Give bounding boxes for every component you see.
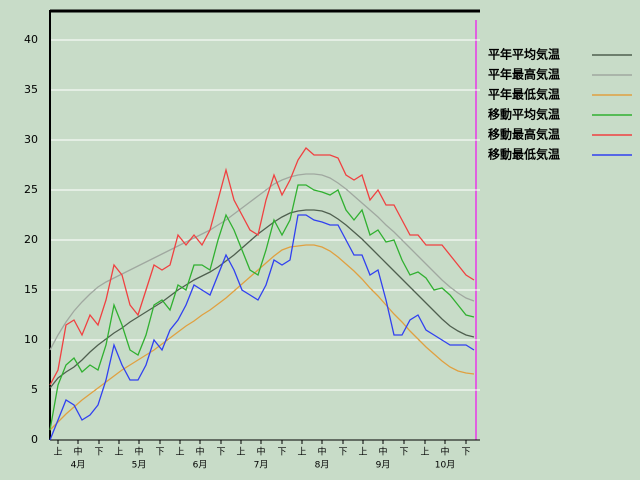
x-tick-label: 下 [94, 448, 103, 458]
x-tick-label: 中 [73, 446, 82, 458]
series-line [49, 184, 475, 431]
x-tick-label: 上 [114, 447, 123, 458]
x-tick-label: 中 [440, 446, 449, 458]
x-tick-label: 下 [461, 448, 470, 458]
x-tick-label: 上 [420, 447, 429, 458]
y-tick-label: 10 [24, 333, 38, 346]
month-label: 7月 [254, 460, 269, 471]
legend-label: 移動最低気温 [488, 147, 560, 162]
x-tick-label: 上 [236, 447, 245, 458]
x-tick-label: 上 [53, 447, 62, 458]
month-label: 4月 [71, 460, 86, 471]
series-line [49, 147, 475, 386]
month-label: 8月 [315, 460, 330, 471]
x-tick-label: 上 [175, 447, 184, 458]
y-tick-label: 20 [24, 233, 38, 246]
y-tick-label: 5 [31, 383, 38, 396]
x-tick-label: 上 [358, 447, 367, 458]
x-tick-label: 中 [317, 446, 326, 458]
y-tick-label: 25 [24, 183, 38, 196]
x-tick-label: 下 [277, 448, 286, 458]
month-label: 5月 [132, 460, 147, 471]
series-line [49, 244, 475, 431]
x-tick-label: 下 [155, 448, 164, 458]
x-tick-label: 下 [399, 448, 408, 458]
x-tick-label: 中 [256, 446, 265, 458]
month-label: 9月 [376, 460, 391, 471]
y-tick-label: 35 [24, 83, 38, 96]
y-tick-label: 30 [24, 133, 38, 146]
series-line [49, 173, 475, 351]
month-label: 6月 [193, 460, 208, 471]
x-tick-label: 下 [338, 448, 347, 458]
x-tick-label: 中 [134, 446, 143, 458]
y-tick-label: 15 [24, 283, 38, 296]
series-line [49, 214, 475, 441]
legend-label: 平年最低気温 [488, 87, 560, 102]
legend-label: 移動最高気温 [488, 127, 560, 142]
x-tick-label: 上 [297, 447, 306, 458]
month-label: 10月 [435, 460, 455, 471]
y-tick-label: 40 [24, 33, 38, 46]
legend-label: 移動平均気温 [488, 107, 560, 122]
x-tick-label: 下 [216, 448, 225, 458]
legend-label: 平年平均気温 [488, 47, 560, 62]
x-tick-label: 中 [378, 446, 387, 458]
x-tick-label: 中 [195, 446, 204, 458]
y-tick-label: 0 [31, 433, 38, 446]
legend-label: 平年最高気温 [488, 67, 560, 82]
series-line [49, 209, 475, 389]
